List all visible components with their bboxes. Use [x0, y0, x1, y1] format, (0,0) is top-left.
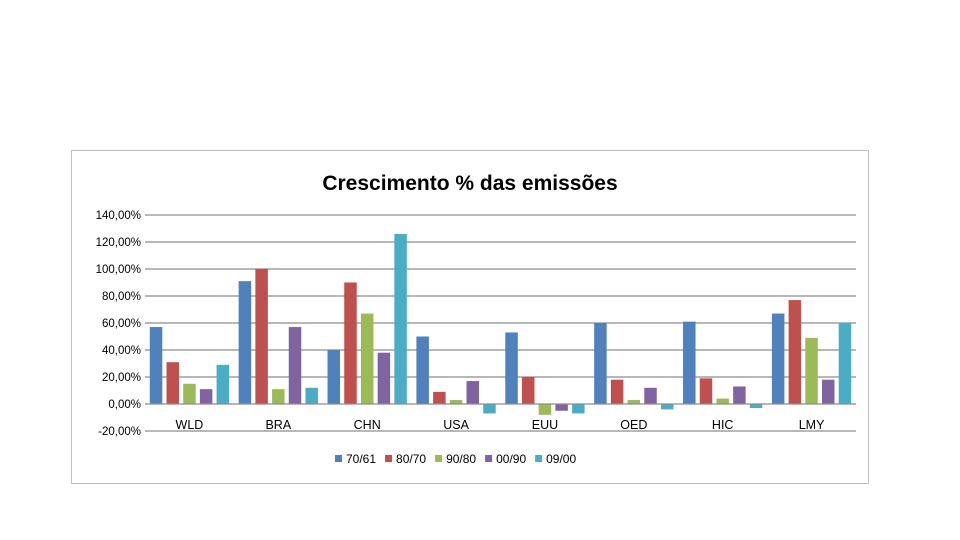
bar-wld-09-00	[216, 364, 230, 404]
bar-euu-90-80	[538, 404, 552, 415]
legend-swatch	[435, 455, 443, 462]
bar-oed-80-70	[610, 379, 624, 404]
bar-lmy-09-00	[838, 323, 852, 404]
legend-label: 70/61	[346, 452, 376, 466]
chart-title: Crescimento % das emissões	[322, 172, 617, 195]
bar-usa-70-61	[416, 336, 429, 404]
y-tick-label: 100,00%	[96, 264, 141, 276]
bar-oed-90-80	[627, 399, 641, 404]
legend-swatch	[385, 455, 393, 462]
y-tick-label: 60,00%	[102, 318, 141, 330]
bar-usa-90-80	[449, 399, 463, 404]
bar-lmy-00-90	[822, 379, 835, 404]
bars	[149, 233, 852, 415]
legend-label: 90/80	[446, 452, 476, 466]
legend-label: 80/70	[396, 452, 426, 466]
bar-wld-80-70	[166, 362, 179, 404]
bar-hic-90-80	[716, 398, 729, 404]
category-label: HIC	[712, 418, 734, 432]
category-label: CHN	[354, 418, 381, 432]
y-tick-label: -20,00%	[98, 426, 141, 438]
bar-hic-70-61	[683, 321, 696, 404]
y-tick-label: 20,00%	[102, 372, 141, 384]
y-tick-label: 140,00%	[96, 210, 141, 222]
bar-usa-80-70	[433, 391, 446, 404]
bar-lmy-70-61	[771, 313, 785, 404]
bar-oed-00-90	[644, 387, 657, 404]
gridlines	[145, 214, 856, 432]
bar-oed-70-61	[594, 323, 607, 404]
legend-label: 00/90	[496, 452, 526, 466]
category-label: EUU	[532, 418, 558, 432]
x-axis-category-labels: WLD BRA CHN USA EUU OED HIC LMY	[176, 418, 826, 432]
legend-label: 09/00	[546, 452, 576, 466]
bar-hic-80-70	[699, 378, 713, 404]
legend-swatch	[485, 455, 493, 462]
bar-lmy-80-70	[788, 300, 802, 404]
category-label: OED	[620, 418, 647, 432]
bar-bra-80-70	[255, 269, 268, 404]
bar-chn-09-00	[394, 233, 407, 404]
category-label: LMY	[799, 418, 825, 432]
legend: 70/61 80/70 90/80 00/90 09/00	[335, 452, 576, 466]
bar-chn-90-80	[360, 313, 374, 404]
bar-chn-70-61	[327, 350, 341, 404]
bar-bra-00-90	[288, 327, 302, 404]
y-tick-label: 80,00%	[102, 291, 141, 303]
bar-chn-00-90	[377, 352, 391, 404]
bar-chart: Crescimento % das emissões 140,00% 120,00…	[96, 172, 856, 466]
bar-hic-09-00	[749, 404, 763, 409]
bar-euu-80-70	[521, 377, 535, 404]
bar-euu-70-61	[505, 332, 518, 404]
bar-usa-00-90	[466, 381, 480, 404]
bar-euu-00-90	[555, 404, 568, 411]
category-label: BRA	[265, 418, 291, 432]
bar-usa-09-00	[483, 404, 496, 414]
bar-bra-90-80	[272, 389, 285, 404]
bar-hic-00-90	[733, 386, 746, 404]
y-tick-label: 0,00%	[108, 399, 141, 411]
bar-wld-00-90	[199, 389, 213, 404]
chart-frame: Crescimento % das emissões 140,00% 120,00…	[71, 150, 869, 484]
y-axis-tick-labels: 140,00% 120,00% 100,00% 80,00% 60,00% 40,00% 2…	[96, 210, 141, 438]
bar-bra-70-61	[238, 281, 252, 404]
legend-swatch	[535, 455, 543, 462]
bar-lmy-90-80	[805, 337, 818, 404]
bar-wld-90-80	[183, 383, 196, 404]
bar-oed-09-00	[660, 404, 674, 410]
bar-bra-09-00	[305, 387, 318, 404]
y-tick-label: 40,00%	[102, 345, 141, 357]
legend-swatch	[335, 455, 342, 462]
y-tick-label: 120,00%	[96, 237, 141, 249]
bar-euu-09-00	[572, 404, 585, 414]
category-label: WLD	[176, 418, 204, 432]
category-label: USA	[443, 418, 469, 432]
bar-wld-70-61	[149, 327, 163, 404]
bar-chn-80-70	[344, 282, 357, 404]
